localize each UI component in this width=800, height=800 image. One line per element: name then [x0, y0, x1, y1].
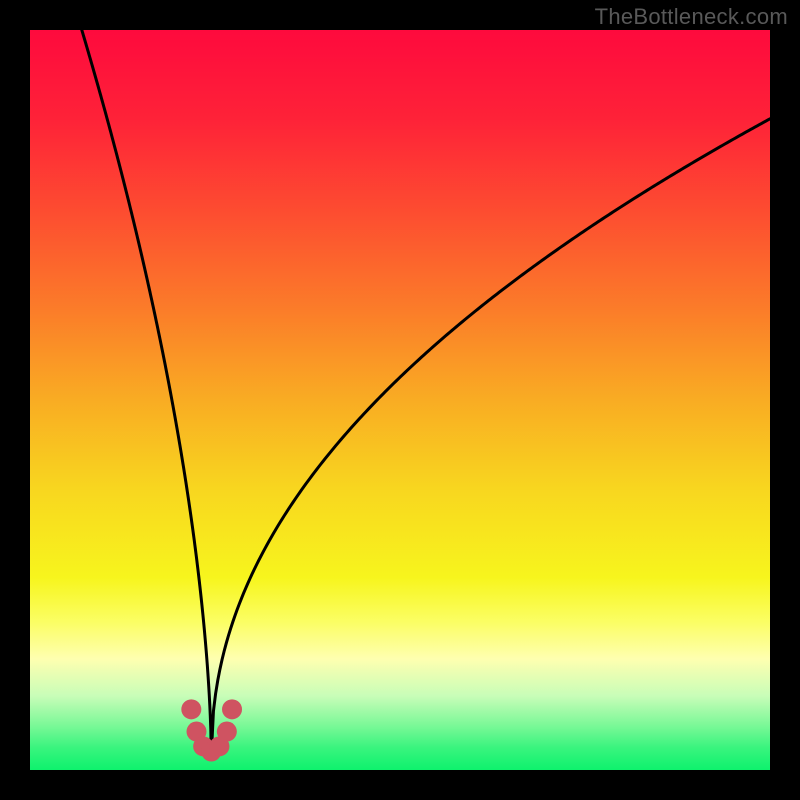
- highlight-point: [181, 699, 201, 719]
- plot-area: [30, 30, 770, 770]
- highlight-point: [222, 699, 242, 719]
- highlight-point: [217, 722, 237, 742]
- bottleneck-chart: [30, 30, 770, 770]
- gradient-background: [30, 30, 770, 770]
- watermark-text: TheBottleneck.com: [595, 4, 788, 30]
- chart-container: TheBottleneck.com: [0, 0, 800, 800]
